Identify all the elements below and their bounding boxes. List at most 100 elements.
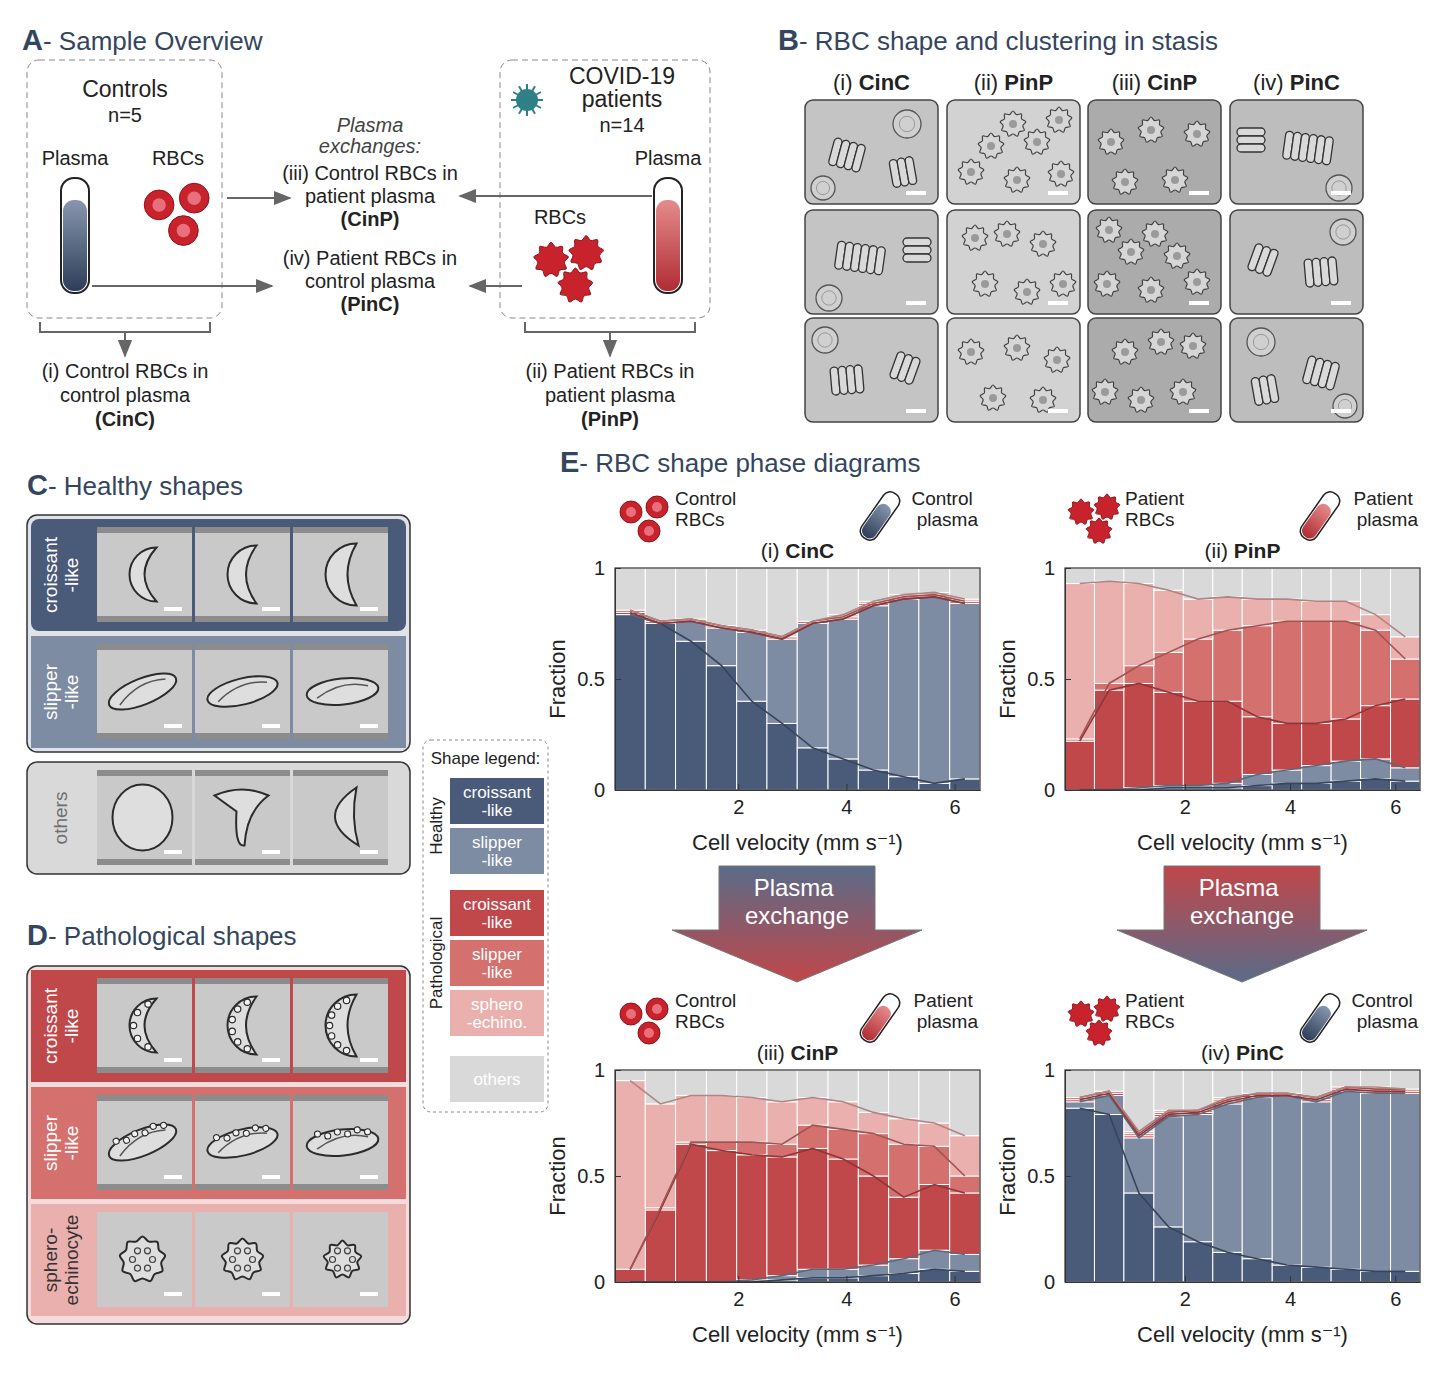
cell-image — [293, 644, 388, 739]
scale-bar — [262, 1058, 280, 1062]
chart-title-bold: PinP — [1234, 539, 1281, 562]
line: Control — [911, 488, 978, 509]
channel-wall — [97, 770, 192, 776]
y-tick-mark — [1065, 1282, 1071, 1283]
x-tick-mark — [846, 1276, 847, 1282]
rbc-icon — [638, 520, 660, 542]
echinocyte — [1030, 231, 1056, 256]
bar-segment — [1242, 599, 1272, 626]
legend-entry: -like — [481, 851, 512, 870]
row-bg — [31, 636, 406, 748]
cell-image — [293, 978, 388, 1073]
bar-segment — [676, 568, 707, 619]
bar-segment — [1124, 568, 1154, 584]
rbc-icon — [1068, 1001, 1094, 1026]
cell-spicule — [328, 1033, 334, 1039]
scale-bar — [360, 1058, 378, 1062]
bar-segment — [1242, 1098, 1272, 1259]
echinocyte — [1180, 333, 1206, 358]
chart-title: (iv) PinC — [1201, 1041, 1284, 1064]
line: plasma — [1357, 509, 1419, 530]
y-tick: 0.5 — [577, 668, 621, 690]
micrograph-frame — [1230, 210, 1363, 314]
cell-image — [195, 978, 290, 1073]
echinocyte-center — [1189, 342, 1197, 350]
bar-segment — [1154, 1070, 1183, 1110]
bar-segment — [1331, 601, 1360, 621]
channel-wall — [97, 616, 192, 622]
bar-segment — [1331, 761, 1360, 781]
rbc-edge — [903, 246, 931, 254]
tube-body — [857, 991, 903, 1046]
boundary-line — [1080, 1087, 1406, 1132]
cell-image — [195, 1095, 290, 1190]
boundary-line — [1080, 1087, 1406, 1134]
bar-segment — [1213, 1104, 1242, 1252]
cell-image-bg — [293, 770, 388, 865]
channel-wall — [293, 644, 388, 650]
bar-segment — [1183, 599, 1212, 639]
bar-segment — [1065, 1102, 1094, 1108]
line: plasma — [1357, 1011, 1419, 1032]
cell-spicule — [134, 1035, 140, 1041]
cell-spicule — [244, 1046, 250, 1052]
row-label: -like — [61, 1126, 82, 1161]
row-bg — [31, 519, 406, 631]
bar-segment — [1361, 779, 1391, 790]
bar-segment — [1183, 701, 1212, 785]
rbc-icon-center — [652, 502, 662, 512]
channel-wall — [293, 1067, 388, 1073]
label: Plasma — [42, 147, 110, 169]
channel-wall — [195, 978, 290, 984]
micrograph — [947, 100, 1080, 204]
echinocyte — [1004, 167, 1030, 192]
micrograph-frame — [947, 318, 1080, 422]
cell-spicule — [345, 1265, 351, 1271]
micrograph — [805, 318, 938, 422]
rbc-icon — [169, 216, 199, 246]
rbc-disc — [1330, 219, 1356, 245]
rbc-disc — [816, 285, 842, 311]
cell-image — [195, 1212, 290, 1307]
echinocyte — [980, 385, 1006, 410]
boundary-line — [630, 592, 965, 636]
cell-spicule — [354, 1127, 361, 1134]
micrograph — [947, 210, 1080, 314]
echinocyte-center — [1023, 288, 1031, 296]
cell-image-bg — [97, 1212, 192, 1307]
label: control plasma — [60, 384, 191, 406]
bar-segment — [1124, 1193, 1154, 1282]
rbc-icon — [646, 496, 668, 518]
echinocyte — [962, 225, 988, 250]
legend-swatch — [450, 890, 544, 936]
legend-group: Pathological — [427, 917, 446, 1010]
line: Control — [675, 488, 742, 509]
micrograph — [1230, 210, 1363, 314]
bar-segment — [797, 1269, 828, 1277]
exchange-arrow: Plasma exchange — [1117, 866, 1367, 982]
plot-frame — [615, 1070, 980, 1282]
y-tick: 0 — [1044, 1271, 1071, 1293]
column-title-bold: PinP — [1004, 70, 1053, 95]
micrograph-bg — [1088, 100, 1221, 204]
chart-title: (ii) PinP — [1205, 539, 1281, 562]
cell-spicule — [262, 1125, 269, 1132]
bar-segment — [1213, 1252, 1242, 1282]
tube-body — [857, 489, 903, 544]
row-label: -like — [61, 675, 82, 710]
bar-segment — [1094, 568, 1123, 581]
tube-plasma — [859, 1003, 893, 1043]
scale-bar — [1048, 191, 1068, 195]
rbc-disc — [1326, 175, 1352, 201]
bar-segment — [1183, 568, 1212, 599]
boundary-line — [1080, 683, 1406, 741]
bar-segment — [1154, 1117, 1183, 1227]
chart-title-bold: PinC — [1236, 1041, 1284, 1064]
rbc-icon — [534, 242, 569, 276]
bar-segment — [1272, 723, 1301, 770]
y-tick-mark — [615, 790, 621, 791]
cell-sphero-echinocyte — [324, 1241, 361, 1278]
panel-box — [27, 762, 410, 874]
scale-bar — [1048, 301, 1068, 305]
label: (iv) Patient RBCs in — [283, 247, 458, 269]
